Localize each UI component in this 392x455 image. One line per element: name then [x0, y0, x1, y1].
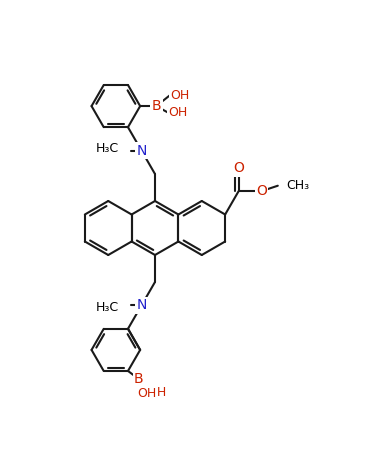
Text: N: N — [136, 298, 147, 313]
Text: OH: OH — [169, 106, 188, 119]
Text: OH: OH — [147, 386, 166, 399]
Text: H₃C: H₃C — [95, 301, 118, 314]
Text: H₃C: H₃C — [95, 142, 118, 155]
Text: OH: OH — [138, 387, 157, 400]
Text: CH₃: CH₃ — [286, 179, 309, 192]
Text: O: O — [256, 184, 267, 198]
Text: OH: OH — [170, 89, 189, 102]
Text: B: B — [152, 99, 161, 113]
Text: O: O — [233, 161, 244, 175]
Text: B: B — [134, 372, 143, 386]
Text: N: N — [136, 144, 147, 157]
